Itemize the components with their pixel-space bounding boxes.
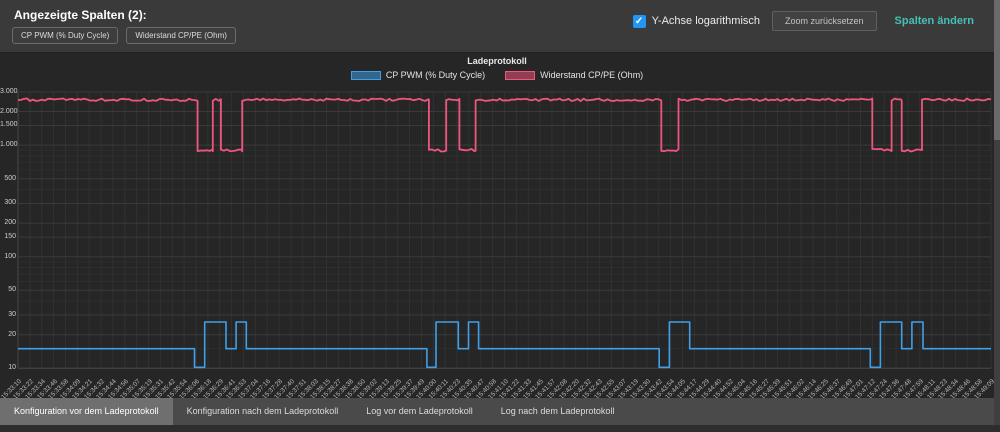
y-axis-tick-label: 3.000: [0, 87, 18, 95]
y-axis-tick-label: 1.500: [0, 121, 18, 129]
scrollbar-thumb[interactable]: [994, 0, 1000, 140]
header-bar: Angezeigte Spalten (2): CP PWM (% Duty C…: [0, 0, 994, 52]
tab-konfiguration-nach[interactable]: Konfiguration nach dem Ladeprotokoll: [186, 406, 339, 416]
tab-log-vor[interactable]: Log vor dem Ladeprotokoll: [366, 406, 473, 416]
chart-legend: CP PWM (% Duty Cycle) Widerstand CP/PE (…: [0, 70, 994, 80]
legend-label-widerstand: Widerstand CP/PE (Ohm): [540, 70, 644, 80]
chip-cp-pwm[interactable]: CP PWM (% Duty Cycle): [12, 27, 119, 44]
column-chips: CP PWM (% Duty Cycle) Widerstand CP/PE (…: [12, 27, 236, 44]
log-axis-checkbox-label: Y-Achse logarithmisch: [651, 15, 760, 27]
y-axis-tick-label: 20: [8, 330, 16, 338]
log-axis-checkbox-wrap[interactable]: ✓ Y-Achse logarithmisch: [632, 14, 760, 28]
chart-panel: Ladeprotokoll CP PWM (% Duty Cycle) Wide…: [0, 52, 996, 401]
vertical-scrollbar: [994, 0, 1000, 425]
y-axis-tick-label: 50: [8, 286, 16, 294]
chip-widerstand[interactable]: Widerstand CP/PE (Ohm): [126, 27, 236, 44]
bottom-tab-bar: Konfiguration vor dem Ladeprotokoll Konf…: [0, 398, 994, 425]
legend-swatch-pink: [505, 70, 536, 80]
zoom-reset-button[interactable]: Zoom zurücksetzen: [772, 11, 877, 31]
legend-swatch-blue: [350, 70, 381, 80]
legend-label-cp-pwm: CP PWM (% Duty Cycle): [385, 70, 486, 80]
y-axis-tick-label: 300: [4, 199, 16, 207]
y-axis-tick-label: 500: [4, 174, 16, 182]
y-axis-tick-label: 1.000: [0, 141, 18, 149]
legend-item-cp-pwm[interactable]: CP PWM (% Duty Cycle): [350, 70, 486, 80]
tab-log-nach[interactable]: Log nach dem Ladeprotokoll: [500, 406, 615, 416]
series-line-cp-pwm: [18, 321, 991, 369]
y-axis-tick-label: 30: [8, 311, 16, 319]
displayed-columns-title: Angezeigte Spalten (2):: [14, 8, 147, 22]
change-columns-button[interactable]: Spalten ändern: [889, 14, 980, 28]
legend-item-widerstand[interactable]: Widerstand CP/PE (Ohm): [505, 70, 643, 80]
chart-plot-area[interactable]: [0, 53, 994, 399]
checkbox-checked-icon[interactable]: ✓: [632, 14, 646, 28]
chart-title: Ladeprotokoll: [467, 56, 527, 66]
tab-konfiguration-vor[interactable]: Konfiguration vor dem Ladeprotokoll: [0, 398, 173, 425]
y-axis-tick-label: 150: [4, 233, 16, 241]
y-axis-tick-label: 2.000: [0, 107, 18, 115]
y-axis-tick-label: 200: [4, 219, 16, 227]
y-axis-tick-label: 100: [4, 252, 16, 260]
y-axis-tick-label: 10: [8, 364, 16, 372]
series-line-widerstand: [17, 97, 992, 153]
header-controls: ✓ Y-Achse logarithmisch Zoom zurücksetze…: [632, 11, 980, 31]
